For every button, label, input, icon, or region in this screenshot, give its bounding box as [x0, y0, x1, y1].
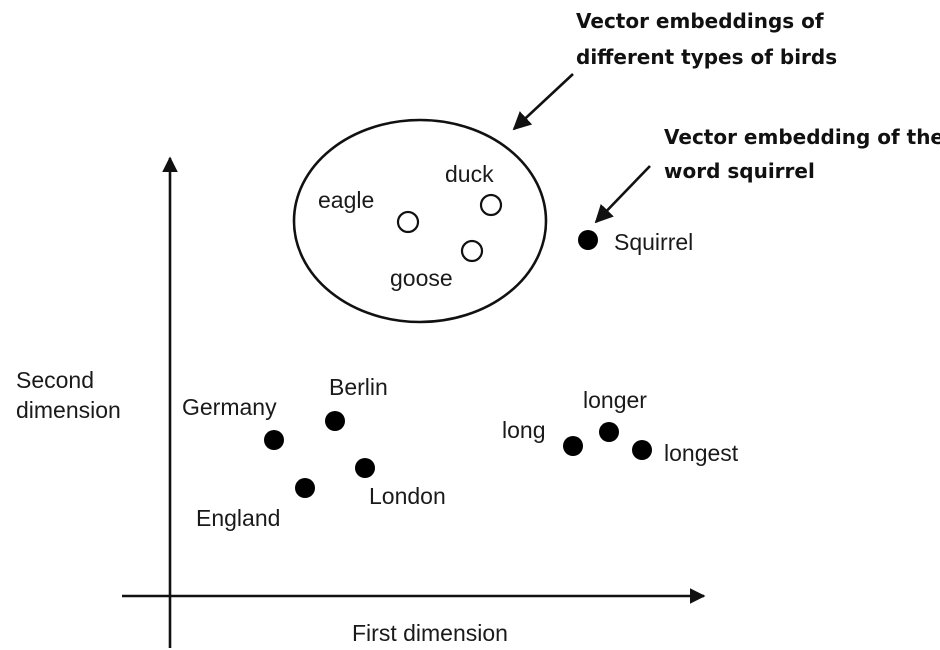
label-longest: longest	[664, 440, 739, 466]
point-goose	[460, 239, 484, 263]
label-duck: duck	[445, 161, 494, 187]
birds-cluster-ellipse	[292, 118, 548, 324]
point-duck	[479, 193, 503, 217]
label-london: London	[369, 483, 446, 509]
y-axis-label-line2: dimension	[16, 397, 121, 423]
point-long	[563, 436, 583, 456]
annotation-squirrel-line2: word squirrel	[664, 159, 815, 183]
point-london	[355, 458, 375, 478]
label-squirrel: Squirrel	[614, 229, 693, 255]
y-axis-label-line1: Second	[16, 367, 94, 393]
annotation-birds-line2: different types of birds	[576, 45, 837, 69]
point-squirrel	[578, 230, 598, 250]
label-goose: goose	[390, 265, 453, 291]
x-axis-label: First dimension	[352, 620, 508, 646]
point-berlin	[325, 411, 345, 431]
annotation-squirrel-line1: Vector embedding of the	[664, 125, 940, 149]
point-longer	[599, 422, 619, 442]
annotation-birds-arrow	[512, 73, 574, 131]
point-longest	[632, 440, 652, 460]
label-germany: Germany	[182, 394, 277, 420]
point-england	[295, 478, 315, 498]
annotation-birds-line1: Vector embeddings of	[576, 9, 824, 33]
label-longer: longer	[583, 387, 647, 413]
label-eagle: eagle	[318, 187, 374, 213]
label-england: England	[196, 505, 280, 531]
label-berlin: Berlin	[329, 374, 388, 400]
annotation-squirrel-arrow	[594, 165, 651, 224]
point-germany	[264, 430, 284, 450]
point-eagle	[396, 210, 420, 234]
label-long: long	[502, 417, 545, 443]
